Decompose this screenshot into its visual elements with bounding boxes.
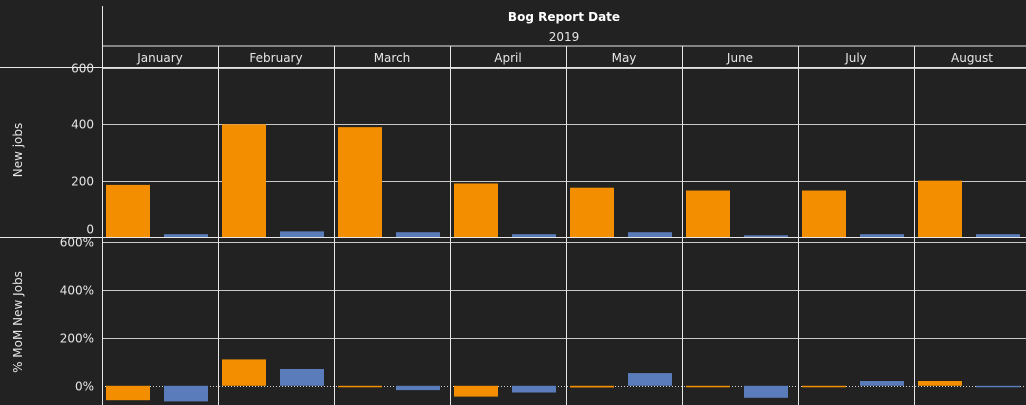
bar-b [860, 381, 904, 386]
bar-a [918, 381, 962, 386]
year-header: 2019 [548, 30, 580, 44]
category-label: March [374, 51, 411, 65]
category-label: April [494, 51, 521, 65]
bar-b [396, 232, 440, 237]
bar-a [802, 190, 846, 237]
tick-label: 400% [60, 284, 94, 298]
bar-b [628, 232, 672, 237]
bar-b [280, 369, 324, 386]
category-label: February [249, 51, 302, 65]
bar-b [744, 235, 788, 237]
bar-a [454, 385, 498, 397]
y-axis-label-mom: % MoM New Jobs [11, 271, 25, 373]
category-label: July [844, 51, 867, 65]
bar-a [918, 180, 962, 237]
bar-a [802, 385, 846, 388]
bar-a [338, 385, 382, 388]
bar-a [338, 127, 382, 237]
bar-a [222, 359, 266, 386]
bar-a [222, 124, 266, 237]
bar-b [164, 385, 208, 402]
y-axis-label-new-jobs: New jobs [11, 122, 25, 178]
bar-b [280, 231, 324, 237]
bar-b [164, 234, 208, 237]
bar-a [106, 184, 150, 237]
tick-label: 400 [71, 118, 94, 132]
tick-label: 200 [71, 175, 94, 189]
category-label: May [612, 51, 637, 65]
bar-b [512, 385, 556, 393]
bar-a [570, 385, 614, 388]
bar-a [686, 385, 730, 388]
bar-b [976, 385, 1020, 388]
bar-a [570, 187, 614, 237]
bar-b [744, 385, 788, 398]
tick-label: 600 [71, 62, 94, 76]
bar-a [106, 385, 150, 401]
bar-b [396, 385, 440, 391]
bar-a [686, 190, 730, 237]
bar-b [628, 373, 672, 386]
bar-b [512, 234, 556, 237]
bar-a [454, 183, 498, 237]
tick-label: 200% [60, 332, 94, 346]
tick-label: 600% [60, 236, 94, 250]
category-label: January [136, 51, 183, 65]
tick-label: 0% [75, 380, 94, 394]
bar-b [860, 234, 904, 237]
category-label: June [726, 51, 753, 65]
tick-label: 0 [86, 223, 94, 237]
chart-title: Bog Report Date [507, 10, 621, 24]
bar-b [976, 234, 1020, 237]
category-label: August [951, 51, 993, 65]
